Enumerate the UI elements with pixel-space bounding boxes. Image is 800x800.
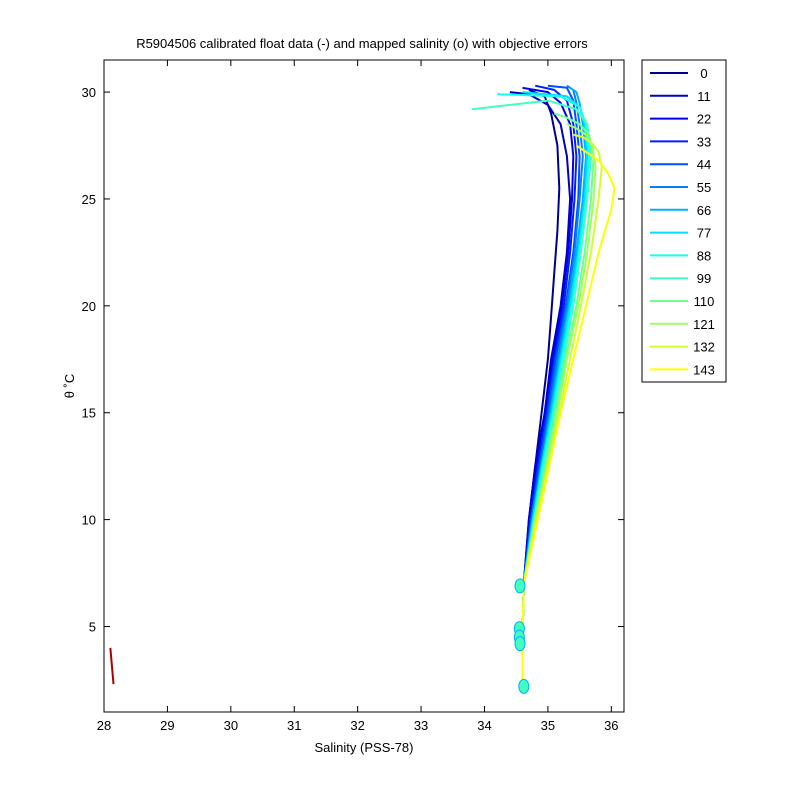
legend: 0 11 22 33 44 55 66 77 88 99 110 121 132 143 [641,59,727,383]
legend-box [641,59,727,383]
legend-label-132: 132 [693,340,715,355]
x-tick-label: 36 [604,718,618,733]
y-tick-label: 20 [82,299,96,314]
legend-label-11: 11 [697,89,711,104]
red-line [109,647,115,685]
y-tick-label: 10 [82,513,96,528]
mapped-salinity-point [518,678,530,694]
legend-entries: 0 11 22 33 44 55 66 77 88 99 110 121 132 143 [650,66,715,377]
marker-layer [513,578,530,694]
x-axis: 28 29 30 31 32 33 34 35 36 [97,60,619,733]
chart-title: R5904506 calibrated float data (-) and m… [136,36,588,51]
x-tick-label: 30 [224,718,238,733]
x-axis-label: Salinity (PSS-78) [315,740,414,755]
legend-label-99: 99 [697,271,711,286]
y-tick-label: 25 [82,192,96,207]
legend-label-88: 88 [697,248,711,263]
series-layer [109,84,616,687]
y-tick-label: 15 [82,406,96,421]
x-tick-label: 28 [97,718,111,733]
x-tick-label: 31 [287,718,301,733]
legend-label-0: 0 [700,66,707,81]
legend-label-121: 121 [693,317,715,332]
x-tick-label: 32 [350,718,364,733]
plot-area: 28 29 30 31 32 33 34 35 36 5 10 15 20 25 30 [82,59,625,733]
plot-background [104,60,624,712]
legend-label-55: 55 [697,180,711,195]
plot-frame [103,59,625,713]
y-axis-label: θ ˚C [62,374,77,399]
mapped-salinity-point [514,578,526,594]
x-tick-label: 34 [477,718,491,733]
y-tick-label: 5 [89,619,96,634]
x-tick-label: 33 [414,718,428,733]
legend-label-66: 66 [697,203,711,218]
legend-label-33: 33 [697,134,711,149]
x-tick-label: 35 [541,718,555,733]
y-tick-label: 30 [82,85,96,100]
x-tick-label: 29 [160,718,174,733]
series-line-143 [521,144,616,687]
y-axis: 5 10 15 20 25 30 [82,85,624,634]
legend-label-44: 44 [697,157,711,172]
mapped-salinity-point [514,636,526,652]
legend-label-110: 110 [694,294,715,309]
legend-label-143: 143 [693,362,715,377]
legend-label-22: 22 [697,112,711,127]
legend-label-77: 77 [697,226,711,241]
